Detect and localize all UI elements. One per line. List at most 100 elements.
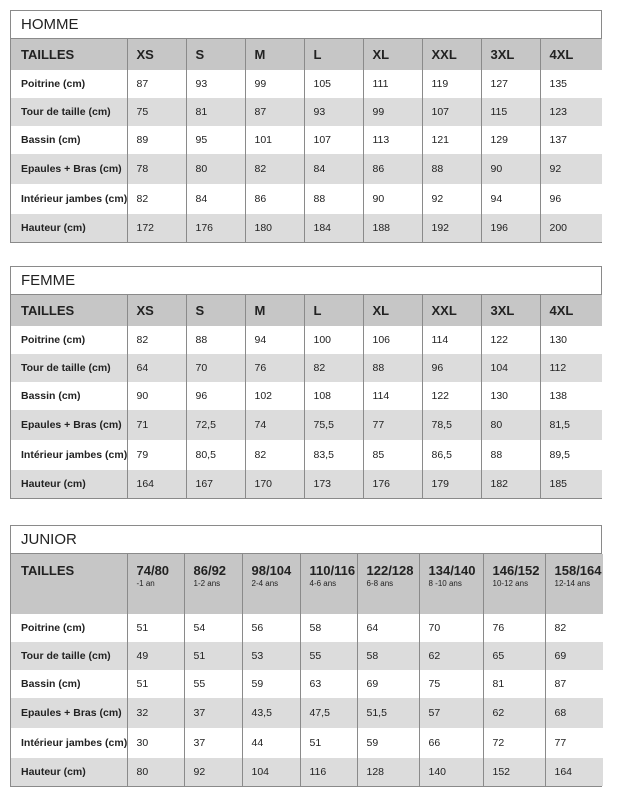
size-header: L bbox=[303, 295, 363, 326]
size-label: XXL bbox=[431, 47, 457, 62]
row-label: Poitrine (cm) bbox=[11, 326, 127, 354]
table-row: Hauteur (cm) 80 92 104 116 128 140 152 164 bbox=[11, 758, 603, 786]
measure-cell: 77 bbox=[544, 728, 603, 758]
measure-cell: 57 bbox=[418, 698, 483, 728]
measure-cell: 80 bbox=[185, 154, 245, 184]
measure-cell: 58 bbox=[299, 614, 357, 642]
size-label: 122/128 bbox=[366, 563, 414, 578]
size-header: XXL bbox=[421, 39, 481, 70]
measure-cell: 106 bbox=[362, 326, 422, 354]
measure-cell: 102 bbox=[244, 382, 304, 410]
measure-cell: 84 bbox=[303, 154, 363, 184]
measure-cell: 96 bbox=[539, 184, 602, 214]
size-table: TAILLES 74/80 -1 an 86/92 1-2 ans 98/104 2-4 a… bbox=[11, 554, 603, 786]
table-row: Bassin (cm) 90 96 102 108 114 122 130 138 bbox=[11, 382, 602, 410]
measure-cell: 92 bbox=[183, 758, 242, 786]
size-header: 122/128 6-8 ans bbox=[356, 554, 419, 614]
size-label: L bbox=[313, 303, 322, 318]
measure-cell: 55 bbox=[299, 642, 357, 670]
measure-cell: 88 bbox=[421, 154, 481, 184]
measure-cell: 69 bbox=[544, 642, 603, 670]
measure-cell: 99 bbox=[244, 70, 304, 98]
size-age: 12-14 ans bbox=[554, 579, 591, 588]
size-chart-femme: FEMME TAILLES XS S M L XL XXL 3XL 4XL Poitrine (cm… bbox=[10, 266, 602, 499]
measure-cell: 37 bbox=[183, 728, 242, 758]
measure-cell: 173 bbox=[303, 470, 363, 498]
size-header: 4XL bbox=[539, 39, 602, 70]
measure-cell: 82 bbox=[126, 184, 186, 214]
measure-cell: 188 bbox=[362, 214, 422, 242]
measure-cell: 71 bbox=[126, 410, 186, 440]
table-row: Hauteur (cm) 172 176 180 184 188 192 196 200 bbox=[11, 214, 602, 242]
row-label: Epaules + Bras (cm) bbox=[11, 154, 127, 184]
size-label: 4XL bbox=[549, 303, 574, 318]
size-label: 3XL bbox=[490, 47, 515, 62]
row-label: Intérieur jambes (cm) bbox=[11, 184, 127, 214]
size-label: M bbox=[254, 47, 266, 62]
measure-cell: 94 bbox=[480, 184, 540, 214]
header-label: TAILLES bbox=[11, 554, 127, 614]
size-label: 74/80 bbox=[136, 563, 170, 578]
size-header: XS bbox=[126, 295, 186, 326]
measure-cell: 105 bbox=[303, 70, 363, 98]
measure-cell: 119 bbox=[421, 70, 481, 98]
measure-cell: 62 bbox=[482, 698, 545, 728]
table-title: HOMME bbox=[11, 11, 601, 39]
measure-cell: 84 bbox=[185, 184, 245, 214]
measure-cell: 176 bbox=[362, 470, 422, 498]
measure-cell: 88 bbox=[303, 184, 363, 214]
measure-cell: 87 bbox=[126, 70, 186, 98]
measure-cell: 115 bbox=[480, 98, 540, 126]
size-label: XXL bbox=[431, 303, 457, 318]
size-label: XS bbox=[136, 303, 154, 318]
size-age: 6-8 ans bbox=[366, 579, 394, 588]
measure-cell: 128 bbox=[356, 758, 419, 786]
measure-cell: 89,5 bbox=[539, 440, 602, 470]
measure-cell: 107 bbox=[421, 98, 481, 126]
measure-cell: 59 bbox=[241, 670, 300, 698]
measure-cell: 140 bbox=[418, 758, 483, 786]
size-header: XL bbox=[362, 39, 422, 70]
measure-cell: 101 bbox=[244, 126, 304, 154]
measure-cell: 135 bbox=[539, 70, 602, 98]
size-label: L bbox=[313, 47, 322, 62]
size-header: M bbox=[244, 39, 304, 70]
row-label: Epaules + Bras (cm) bbox=[11, 698, 127, 728]
measure-cell: 138 bbox=[539, 382, 602, 410]
row-label: Tour de taille (cm) bbox=[11, 642, 127, 670]
table-row: Epaules + Bras (cm) 32 37 43,5 47,5 51,5 57 62 6… bbox=[11, 698, 603, 728]
size-label: 86/92 bbox=[193, 563, 227, 578]
measure-cell: 167 bbox=[185, 470, 245, 498]
size-header: 86/92 1-2 ans bbox=[183, 554, 242, 614]
measure-cell: 114 bbox=[362, 382, 422, 410]
measure-cell: 81,5 bbox=[539, 410, 602, 440]
measure-cell: 80 bbox=[126, 758, 184, 786]
measure-cell: 51 bbox=[126, 614, 184, 642]
size-header: 146/152 10-12 ans bbox=[482, 554, 545, 614]
measure-cell: 127 bbox=[480, 70, 540, 98]
measure-cell: 83,5 bbox=[303, 440, 363, 470]
measure-cell: 58 bbox=[356, 642, 419, 670]
row-label: Bassin (cm) bbox=[11, 670, 127, 698]
measure-cell: 88 bbox=[185, 326, 245, 354]
measure-cell: 123 bbox=[539, 98, 602, 126]
measure-cell: 184 bbox=[303, 214, 363, 242]
size-header: 4XL bbox=[539, 295, 602, 326]
measure-cell: 65 bbox=[482, 642, 545, 670]
size-age: -1 an bbox=[136, 579, 155, 588]
measure-cell: 111 bbox=[362, 70, 422, 98]
size-table: TAILLES XS S M L XL XXL 3XL 4XL Poitrine (cm) 82 88… bbox=[11, 295, 602, 498]
header-label: TAILLES bbox=[11, 295, 127, 326]
measure-cell: 87 bbox=[544, 670, 603, 698]
measure-cell: 100 bbox=[303, 326, 363, 354]
measure-cell: 51 bbox=[183, 642, 242, 670]
measure-cell: 172 bbox=[126, 214, 186, 242]
measure-cell: 82 bbox=[544, 614, 603, 642]
measure-cell: 114 bbox=[421, 326, 481, 354]
table-row: Tour de taille (cm) 75 81 87 93 99 107 115 123 bbox=[11, 98, 602, 126]
table-row: Tour de taille (cm) 64 70 76 82 88 96 104 112 bbox=[11, 354, 602, 382]
measure-cell: 32 bbox=[126, 698, 184, 728]
measure-cell: 51 bbox=[126, 670, 184, 698]
measure-cell: 93 bbox=[185, 70, 245, 98]
size-label: 98/104 bbox=[251, 563, 292, 578]
